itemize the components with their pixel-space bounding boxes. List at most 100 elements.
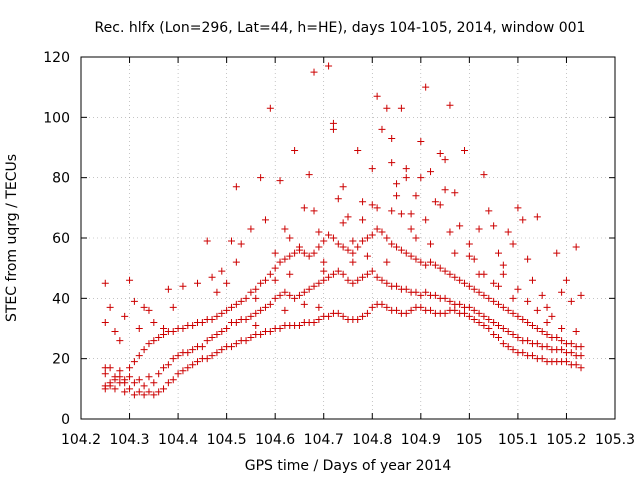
data-point: [310, 207, 318, 215]
data-point: [519, 315, 527, 323]
data-point: [378, 125, 386, 133]
data-point: [126, 276, 134, 284]
data-point: [208, 334, 216, 342]
data-point: [160, 331, 168, 339]
data-point: [320, 258, 328, 266]
data-point: [116, 373, 124, 381]
data-point: [145, 388, 153, 396]
data-point: [242, 294, 250, 302]
data-point: [417, 137, 425, 145]
data-point: [494, 300, 502, 308]
data-point: [393, 306, 401, 314]
data-point: [509, 346, 517, 354]
data-point: [422, 288, 430, 296]
data-point: [130, 297, 138, 305]
data-point: [247, 288, 255, 296]
data-point: [232, 340, 240, 348]
data-point: [223, 279, 231, 287]
data-point: [334, 195, 342, 203]
x-tick-label: 105: [456, 432, 483, 448]
data-point: [363, 252, 371, 260]
data-point: [169, 376, 177, 384]
data-point: [349, 279, 357, 287]
x-tick-label: 104.9: [401, 432, 441, 448]
data-point: [528, 321, 536, 329]
data-point: [315, 279, 323, 287]
data-point: [504, 228, 512, 236]
data-point: [562, 358, 570, 366]
data-point: [431, 198, 439, 206]
data-point: [558, 288, 566, 296]
data-point: [412, 192, 420, 200]
data-point: [368, 303, 376, 311]
data-point: [227, 343, 235, 351]
data-point: [456, 276, 464, 284]
data-point: [441, 156, 449, 164]
data-point: [130, 379, 138, 387]
data-point: [218, 346, 226, 354]
data-point: [577, 364, 585, 372]
data-point: [325, 312, 333, 320]
data-point: [140, 303, 148, 311]
data-point: [470, 315, 478, 323]
data-point: [393, 180, 401, 188]
y-tick-label: 40: [52, 291, 70, 307]
data-point: [252, 321, 260, 329]
data-point: [572, 328, 580, 336]
data-point: [427, 168, 435, 176]
data-point: [179, 282, 187, 290]
data-point: [417, 258, 425, 266]
data-point: [310, 68, 318, 76]
data-point: [223, 325, 231, 332]
data-point: [397, 210, 405, 218]
data-point: [402, 309, 410, 317]
data-point: [514, 334, 522, 342]
data-point: [567, 349, 575, 357]
data-point: [130, 391, 138, 399]
data-point: [315, 303, 323, 311]
data-point: [339, 243, 347, 251]
data-point: [101, 279, 109, 287]
data-point: [174, 370, 182, 378]
data-point: [203, 355, 211, 363]
data-point: [441, 186, 449, 194]
data-point: [388, 134, 396, 142]
data-point: [135, 376, 143, 384]
data-point: [155, 388, 163, 396]
data-point: [232, 300, 240, 308]
data-point: [402, 249, 410, 257]
data-point: [305, 285, 313, 293]
data-point: [548, 312, 556, 320]
data-point: [281, 255, 289, 263]
data-point: [101, 370, 109, 378]
data-point: [572, 361, 580, 369]
data-point: [334, 267, 342, 275]
data-point: [189, 346, 197, 354]
data-point: [169, 303, 177, 311]
data-point: [562, 276, 570, 284]
data-point: [509, 240, 517, 248]
data-point: [339, 219, 347, 227]
data-point: [465, 282, 473, 290]
data-point: [446, 297, 454, 305]
data-point: [213, 349, 221, 357]
data-point: [524, 318, 532, 326]
data-point: [261, 303, 269, 311]
data-point: [286, 270, 294, 278]
data-point: [155, 370, 163, 378]
data-point: [373, 204, 381, 212]
data-point: [490, 222, 498, 230]
data-point: [271, 264, 279, 272]
data-point: [499, 325, 507, 332]
data-point: [475, 318, 483, 326]
data-point: [247, 312, 255, 320]
data-point: [344, 246, 352, 254]
data-point: [334, 240, 342, 248]
data-point: [194, 358, 202, 366]
data-point: [106, 303, 114, 311]
data-point: [257, 306, 265, 314]
y-tick-label: 120: [43, 50, 70, 66]
data-point: [354, 243, 362, 251]
data-point: [237, 297, 245, 305]
